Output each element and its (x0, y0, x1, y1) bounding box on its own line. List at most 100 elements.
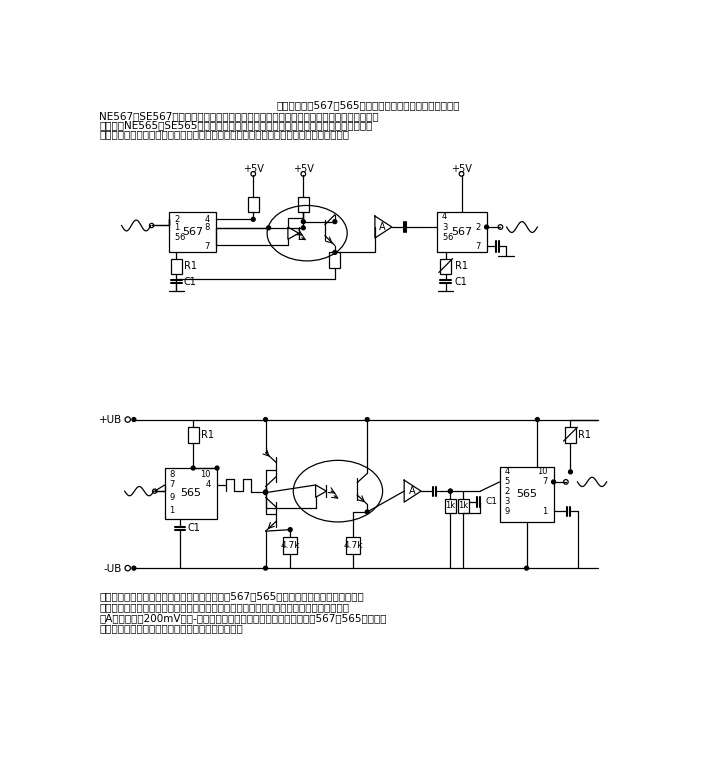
Bar (565, 428, 576, 443)
Text: C1: C1 (455, 277, 468, 287)
Text: 8: 8 (169, 470, 174, 478)
Circle shape (132, 418, 136, 421)
Text: 1: 1 (169, 506, 174, 515)
Text: 1k: 1k (445, 501, 455, 511)
Text: 2: 2 (504, 487, 510, 496)
Text: 耦合器中发光二极管发光，闪烁频率正比于输入电压。光敏晶体管驱动具有足够增益的放大: 耦合器中发光二极管发光，闪烁频率正比于输入电压。光敏晶体管驱动具有足够增益的放大 (99, 602, 349, 612)
Bar (164, 468, 217, 519)
Circle shape (551, 480, 556, 484)
Circle shape (333, 251, 337, 255)
Circle shape (264, 418, 268, 421)
Text: 4.7k: 4.7k (281, 541, 300, 551)
Text: NE567或SE567为由高稳定度锁相环构成的音调和频率译码器，具有同步调幅检测和功率输: NE567或SE567为由高稳定度锁相环构成的音调和频率译码器，具有同步调幅检测… (99, 111, 379, 121)
Text: 4.7k: 4.7k (344, 541, 363, 551)
Circle shape (365, 418, 369, 421)
Text: 3: 3 (442, 222, 447, 231)
Text: 5: 5 (174, 232, 180, 241)
Circle shape (525, 566, 528, 570)
Text: 7: 7 (542, 478, 547, 487)
Text: 7: 7 (205, 241, 210, 251)
Text: 10: 10 (200, 470, 211, 478)
Text: 5: 5 (504, 478, 510, 487)
Text: +5V: +5V (293, 165, 314, 175)
Text: 1: 1 (174, 223, 180, 232)
Text: 9: 9 (504, 507, 510, 516)
Bar (284, 538, 297, 554)
Circle shape (302, 220, 305, 224)
Text: R1: R1 (184, 261, 197, 271)
Polygon shape (375, 216, 392, 238)
Circle shape (289, 528, 292, 531)
Text: +UB: +UB (99, 415, 122, 425)
Bar (437, 212, 487, 252)
Bar (458, 499, 469, 513)
Circle shape (215, 466, 219, 470)
Bar (248, 197, 258, 212)
Text: R1: R1 (201, 430, 214, 440)
Text: 3: 3 (504, 497, 510, 506)
Text: 出电路。NE565或SE565函数发生器是一种由方波和三角波缓冲输入的高线性度压控振荡: 出电路。NE565或SE565函数发生器是一种由方波和三角波缓冲输入的高线性度压… (99, 120, 373, 130)
Bar (346, 538, 360, 554)
Text: 4: 4 (442, 211, 447, 221)
Circle shape (365, 510, 369, 514)
Circle shape (449, 489, 452, 493)
Text: 器，振荡频率由外部电阻和电容以及施加在控制端的电压决定。图中所示两种电路基本上属: 器，振荡频率由外部电阻和电容以及施加在控制端的电压决定。图中所示两种电路基本上属 (99, 129, 349, 139)
Text: -UB: -UB (104, 564, 122, 574)
Text: A: A (409, 486, 415, 496)
Circle shape (485, 225, 488, 229)
Text: 分别示出采用567、565和光耦构成的模拟信号隔离器电路。: 分别示出采用567、565和光耦构成的模拟信号隔离器电路。 (276, 100, 460, 110)
Text: 8: 8 (205, 223, 210, 232)
Circle shape (266, 226, 271, 230)
Text: 10: 10 (537, 468, 547, 476)
Circle shape (564, 480, 568, 484)
Circle shape (251, 218, 255, 221)
Text: 567: 567 (182, 228, 203, 238)
Text: C1: C1 (184, 277, 197, 287)
Text: 2: 2 (475, 222, 480, 231)
Text: 4: 4 (205, 215, 210, 224)
Bar (440, 258, 451, 274)
Text: 7: 7 (169, 481, 174, 490)
Bar (169, 212, 216, 252)
Circle shape (264, 491, 268, 494)
Bar (330, 252, 340, 268)
Text: 6: 6 (180, 232, 185, 241)
Bar (171, 258, 182, 274)
Text: R1: R1 (455, 261, 468, 271)
Circle shape (449, 489, 452, 493)
Circle shape (132, 566, 136, 570)
Text: 2: 2 (174, 215, 180, 224)
Text: 9: 9 (169, 493, 174, 502)
Text: 6: 6 (447, 232, 452, 241)
Text: 4: 4 (205, 481, 211, 490)
Bar (298, 197, 309, 212)
Circle shape (333, 220, 337, 224)
Text: 565: 565 (516, 489, 537, 499)
Circle shape (264, 566, 268, 570)
Text: 565: 565 (180, 488, 201, 498)
Circle shape (125, 565, 131, 571)
Circle shape (460, 171, 464, 176)
Text: 1: 1 (542, 507, 547, 516)
Text: 567: 567 (451, 228, 472, 238)
Circle shape (191, 466, 195, 470)
Text: A: A (379, 222, 386, 232)
Text: 7: 7 (475, 241, 480, 251)
Circle shape (498, 225, 503, 229)
Text: +5V: +5V (243, 165, 264, 175)
Text: C1: C1 (485, 498, 497, 507)
Text: 输入端，最后输出将重现发射部分的模拟输入信号。: 输入端，最后输出将重现发射部分的模拟输入信号。 (99, 624, 243, 634)
Circle shape (125, 417, 131, 422)
Bar (500, 467, 554, 522)
Circle shape (302, 226, 305, 230)
Bar (445, 499, 456, 513)
Text: +5V: +5V (451, 165, 472, 175)
Text: 5: 5 (442, 232, 447, 241)
Text: 4: 4 (504, 468, 510, 476)
Circle shape (152, 489, 157, 493)
Circle shape (536, 418, 539, 421)
Circle shape (264, 490, 268, 494)
Circle shape (251, 171, 256, 176)
Circle shape (149, 223, 154, 228)
Polygon shape (404, 480, 421, 502)
